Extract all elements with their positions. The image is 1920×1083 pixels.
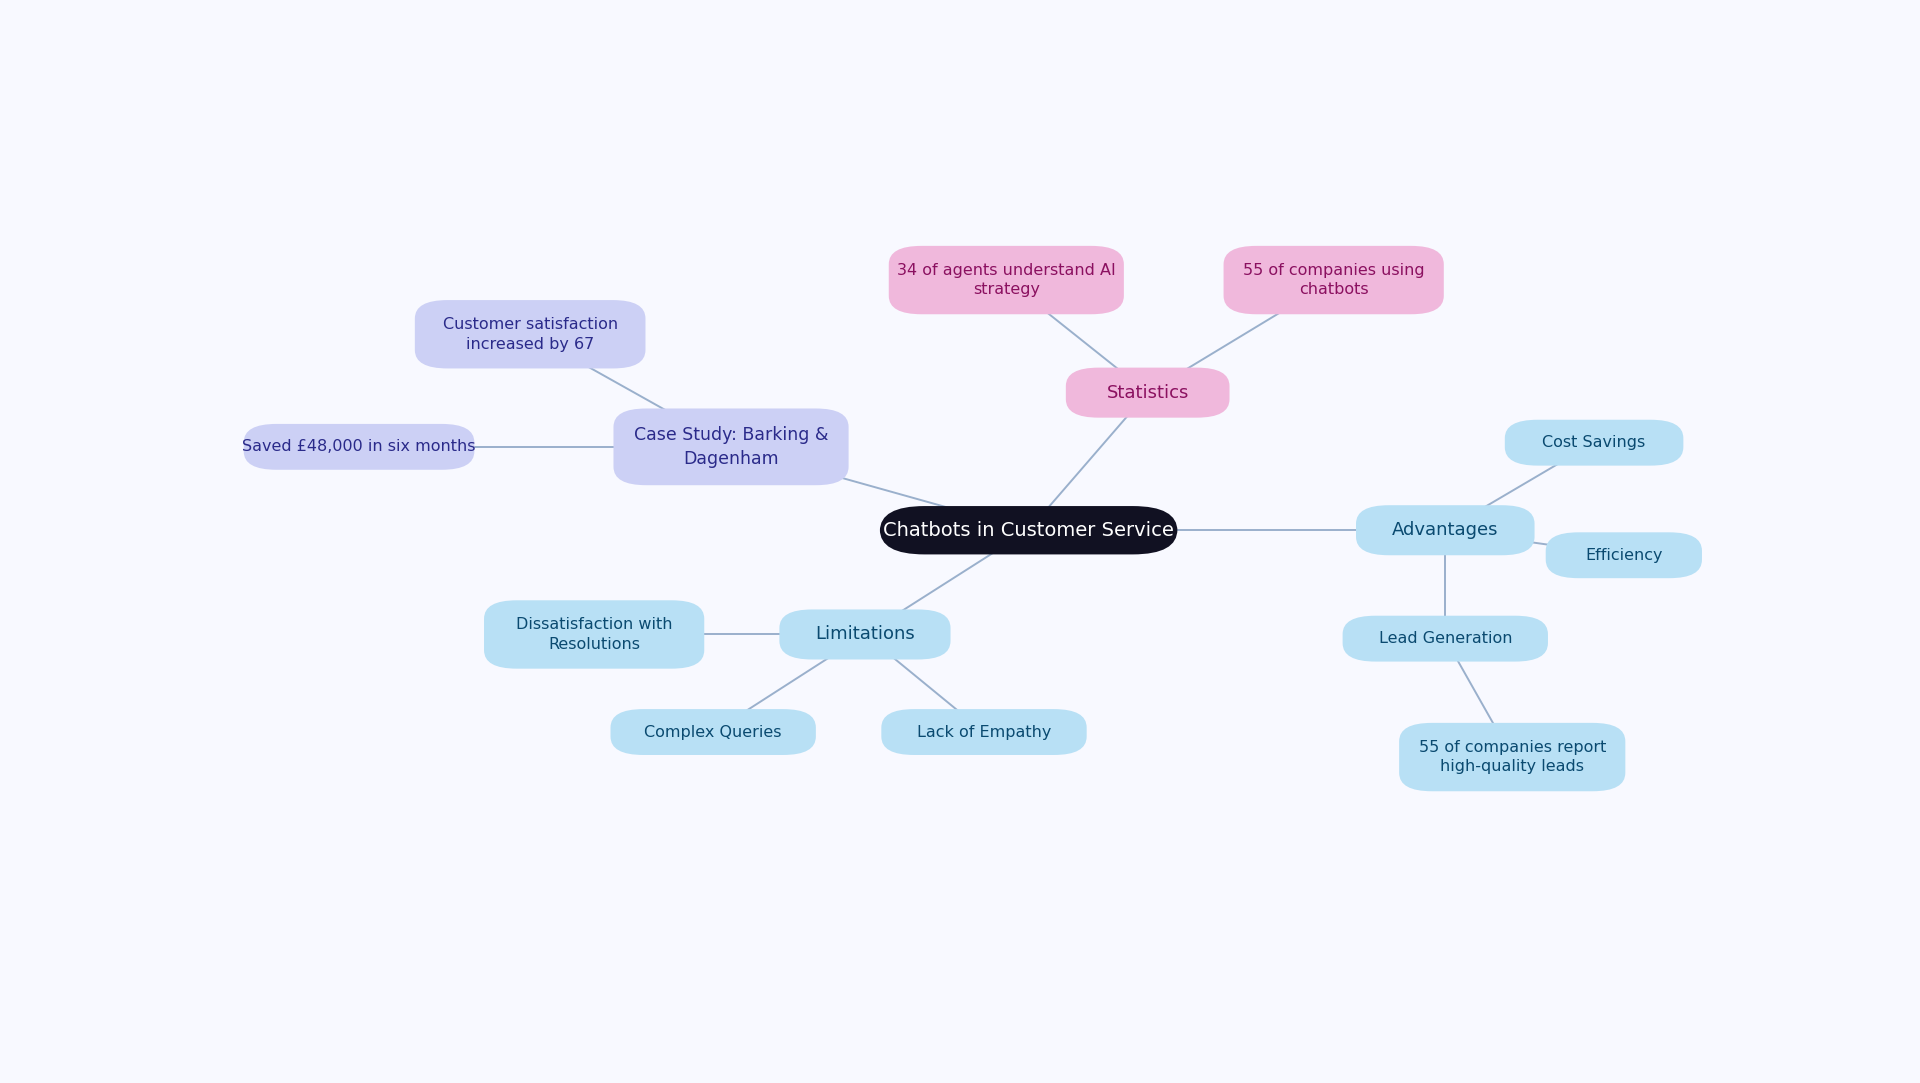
- Text: Chatbots in Customer Service: Chatbots in Customer Service: [883, 521, 1173, 539]
- Text: Saved £48,000 in six months: Saved £48,000 in six months: [242, 440, 476, 455]
- FancyBboxPatch shape: [614, 408, 849, 485]
- Text: Customer satisfaction
increased by 67: Customer satisfaction increased by 67: [444, 317, 618, 352]
- FancyBboxPatch shape: [780, 610, 950, 660]
- Text: Advantages: Advantages: [1392, 521, 1498, 539]
- Text: Limitations: Limitations: [816, 626, 914, 643]
- FancyBboxPatch shape: [1342, 616, 1548, 662]
- FancyBboxPatch shape: [611, 709, 816, 755]
- FancyBboxPatch shape: [889, 246, 1123, 314]
- Text: 34 of agents understand AI
strategy: 34 of agents understand AI strategy: [897, 263, 1116, 298]
- FancyBboxPatch shape: [1400, 722, 1626, 792]
- Text: Statistics: Statistics: [1106, 383, 1188, 402]
- FancyBboxPatch shape: [1505, 420, 1684, 466]
- FancyBboxPatch shape: [1546, 533, 1701, 578]
- FancyBboxPatch shape: [879, 506, 1177, 554]
- Text: 55 of companies report
high-quality leads: 55 of companies report high-quality lead…: [1419, 740, 1605, 774]
- Text: Lead Generation: Lead Generation: [1379, 631, 1513, 647]
- FancyBboxPatch shape: [484, 600, 705, 668]
- Text: Dissatisfaction with
Resolutions: Dissatisfaction with Resolutions: [516, 617, 672, 652]
- FancyBboxPatch shape: [1356, 505, 1534, 556]
- Text: Cost Savings: Cost Savings: [1542, 435, 1645, 451]
- Text: Case Study: Barking &
Dagenham: Case Study: Barking & Dagenham: [634, 426, 828, 468]
- FancyBboxPatch shape: [881, 709, 1087, 755]
- Text: Efficiency: Efficiency: [1586, 548, 1663, 563]
- Text: Lack of Empathy: Lack of Empathy: [918, 725, 1050, 740]
- FancyBboxPatch shape: [1223, 246, 1444, 314]
- FancyBboxPatch shape: [1066, 367, 1229, 418]
- FancyBboxPatch shape: [415, 300, 645, 368]
- Text: 55 of companies using
chatbots: 55 of companies using chatbots: [1242, 263, 1425, 298]
- Text: Complex Queries: Complex Queries: [645, 725, 781, 740]
- FancyBboxPatch shape: [244, 423, 474, 470]
